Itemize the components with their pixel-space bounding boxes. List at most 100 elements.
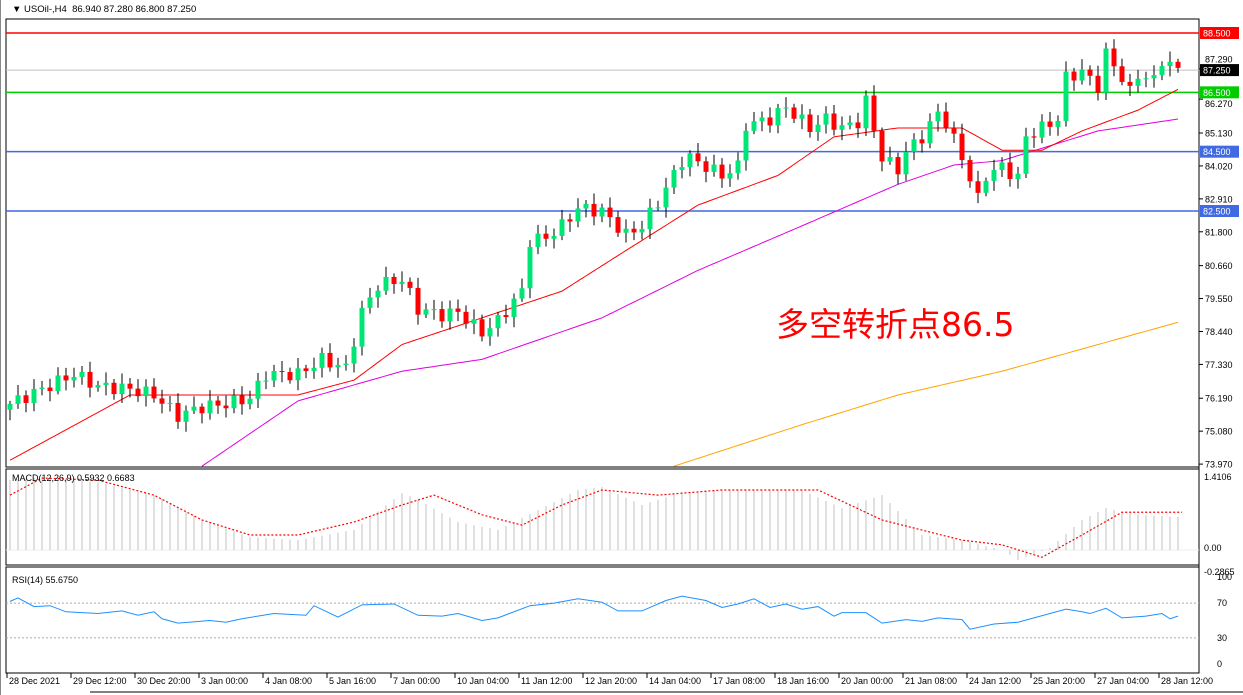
candle-body (607, 207, 613, 218)
candle-body (831, 113, 837, 130)
candle-body (1159, 66, 1165, 76)
candle (447, 300, 453, 330)
candle (343, 355, 349, 371)
candle (671, 165, 677, 195)
candle-body (183, 410, 189, 422)
price-tick-label: 76.190 (1205, 394, 1233, 404)
candle (567, 213, 573, 232)
candle (559, 209, 565, 241)
candle (919, 130, 925, 153)
candle (1015, 166, 1021, 189)
candle (487, 317, 493, 346)
candle (983, 177, 989, 197)
collapse-triangle-icon[interactable]: ▼ (12, 4, 22, 15)
candle (1167, 51, 1173, 77)
candle-body (279, 371, 285, 373)
candle (703, 156, 709, 183)
candle (1103, 42, 1109, 100)
candle (87, 361, 93, 398)
level-tag (1200, 145, 1239, 158)
candle-body (759, 117, 765, 122)
candle (975, 170, 981, 204)
candle (351, 338, 357, 373)
price-tick-label: 80.660 (1205, 261, 1233, 271)
candle (167, 396, 173, 412)
candle-body (111, 382, 117, 395)
candle-body (439, 309, 445, 322)
macd-tick-label: 0.00 (1204, 543, 1222, 553)
candle-body (247, 398, 253, 405)
time-label: 25 Jan 20:00 (1033, 676, 1085, 686)
candle-body (391, 276, 397, 285)
candle (1135, 69, 1141, 93)
candle (407, 277, 413, 296)
candle (263, 371, 269, 390)
candle-body (239, 395, 245, 405)
candle-body (1031, 136, 1037, 138)
time-label: 27 Jan 04:00 (1097, 676, 1149, 686)
candle (519, 278, 525, 302)
ma-fast-line (9, 88, 1179, 461)
price-tick-label: 81.800 (1205, 227, 1233, 237)
candle (271, 364, 277, 388)
candle-body (983, 180, 989, 193)
candle (663, 177, 669, 218)
candle (951, 121, 957, 144)
level-tag (1200, 86, 1239, 99)
candle (895, 152, 901, 185)
candle (543, 225, 549, 247)
price-tick-label: 87.290 (1205, 55, 1233, 65)
candle (119, 373, 125, 403)
candle (591, 193, 597, 226)
candle-body (999, 162, 1005, 170)
price-tick-label: 78.440 (1205, 327, 1233, 337)
macd-label: MACD(12,26,9) 0.5932 0.6683 (12, 473, 135, 483)
candle-body (1079, 69, 1085, 81)
candle-body (959, 133, 965, 161)
candle (575, 198, 581, 228)
candle-body (63, 375, 69, 381)
candle (135, 379, 141, 402)
candle (855, 112, 861, 138)
candle (1071, 67, 1077, 91)
candle (111, 378, 117, 400)
candle (31, 379, 37, 412)
candle (935, 103, 941, 132)
level-tag (1200, 205, 1239, 218)
candle (751, 111, 757, 135)
price-tick-label: 82.910 (1205, 194, 1233, 204)
candle (535, 224, 541, 255)
time-label: 3 Jan 00:00 (201, 676, 248, 686)
time-label: 10 Jan 04:00 (457, 676, 509, 686)
candle (183, 405, 189, 432)
candle-body (599, 207, 605, 217)
candle-body (383, 276, 389, 291)
candle (615, 211, 621, 237)
candle (319, 347, 325, 378)
candle (815, 115, 821, 141)
candle (1063, 61, 1069, 127)
candle (279, 361, 285, 383)
candle-body (583, 203, 589, 209)
candle-body (367, 297, 373, 308)
candle (863, 90, 869, 136)
candle (479, 314, 485, 342)
level-tag (1200, 64, 1239, 77)
candle-body (775, 108, 781, 126)
time-label: 12 Jan 20:00 (585, 676, 637, 686)
candle (503, 304, 509, 324)
level-tag-label: 88.500 (1203, 29, 1231, 39)
time-label: 17 Jan 08:00 (713, 676, 765, 686)
candle (727, 164, 733, 187)
candle (623, 219, 629, 243)
candle-body (159, 398, 165, 404)
time-label: 30 Dec 20:00 (137, 676, 191, 686)
candle-body (679, 167, 685, 171)
candle (287, 367, 293, 384)
candle (1127, 73, 1133, 97)
candle-body (799, 114, 805, 119)
candle (159, 389, 165, 414)
candle-body (575, 208, 581, 222)
candle-body (591, 203, 597, 217)
